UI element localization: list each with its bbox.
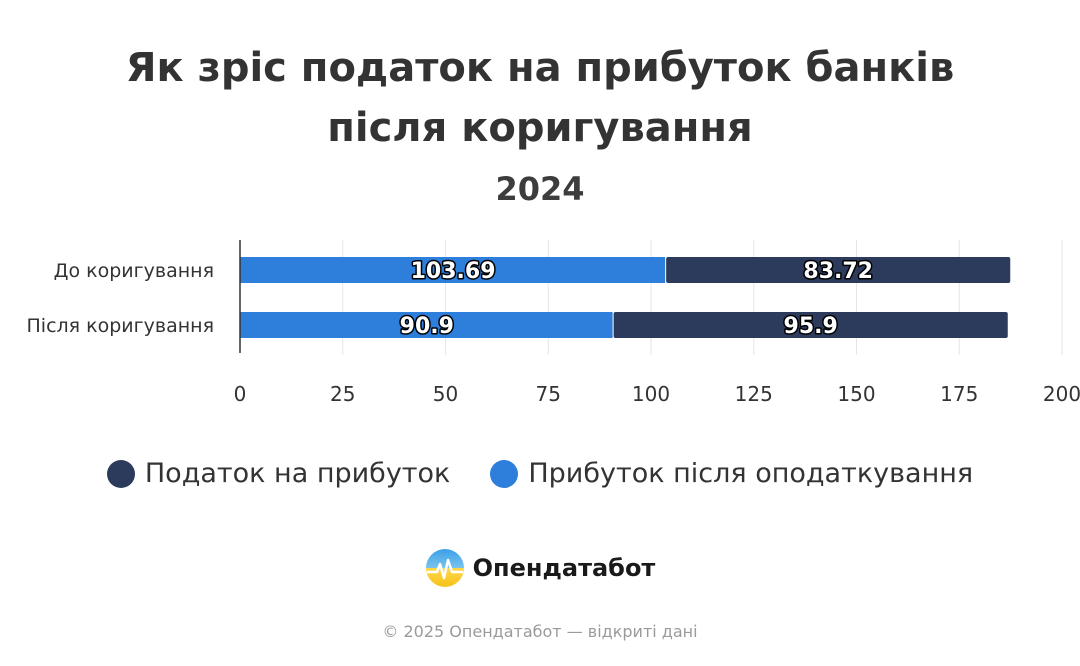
chart-legend: Податок на прибуток Прибуток після опода… [0, 458, 1080, 489]
category-label: Після коригування [27, 315, 214, 337]
x-tick-label: 50 [433, 382, 458, 406]
data-label: 90.9 [400, 314, 454, 339]
x-tick-label: 0 [234, 382, 247, 406]
x-tick-label: 200 [1043, 382, 1080, 406]
category-label: До коригування [54, 260, 214, 282]
x-tick-label: 75 [536, 382, 561, 406]
x-tick-label: 150 [837, 382, 875, 406]
chart-subtitle: 2024 [495, 170, 585, 208]
bar-segment [613, 312, 1008, 338]
legend-item-profit[interactable]: Прибуток після оподаткування [490, 458, 973, 489]
brand-name: Опендатабот [472, 554, 656, 582]
bar-segment [666, 257, 1011, 283]
x-tick-label: 100 [632, 382, 670, 406]
chart-title-line-2: після коригування [327, 105, 753, 151]
opendatabot-logo-icon [425, 549, 464, 587]
data-label: 95.9 [784, 314, 838, 339]
chart-title: Як зріс податок на прибуток банків після… [0, 38, 1080, 158]
legend-swatch-tax [106, 459, 135, 488]
x-tick-label: 175 [940, 382, 978, 406]
bar-segment [240, 257, 666, 283]
bar-segment [240, 312, 613, 338]
bar-chart: 0 25 50 75 100 125 150 175 200 До коригування 103.… [27, 240, 1080, 406]
brand-logo: Опендатабот [0, 548, 1080, 588]
data-label: 83.72 [803, 259, 873, 284]
data-label: 103.69 [411, 259, 496, 284]
legend-label-tax: Податок на прибуток [144, 458, 451, 489]
legend-swatch-profit [490, 459, 519, 488]
chart-title-line-1: Як зріс податок на прибуток банків [125, 45, 955, 91]
legend-item-tax[interactable]: Податок на прибуток [106, 458, 451, 489]
x-tick-label: 125 [735, 382, 773, 406]
legend-label-profit: Прибуток після оподаткування [528, 458, 974, 489]
footer-copyright: © 2025 Опендатабот — відкриті дані [382, 622, 698, 641]
x-tick-label: 25 [330, 382, 355, 406]
